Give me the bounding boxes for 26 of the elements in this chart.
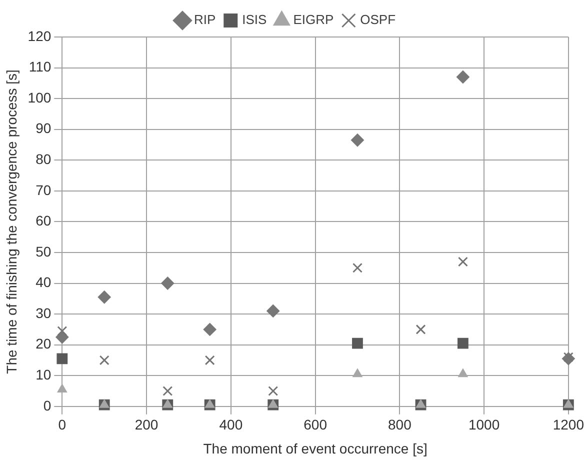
x-tick-label: 0 — [58, 416, 66, 433]
legend-label: RIP — [194, 12, 216, 28]
legend-label: ISIS — [242, 12, 268, 28]
x-axis-title: The moment of event occurrence [s] — [203, 440, 428, 456]
x-tick-label: 400 — [219, 416, 243, 433]
x-tick-label: 800 — [388, 416, 412, 433]
y-tick-label: 40 — [36, 274, 52, 290]
y-tick-label: 120 — [28, 28, 52, 44]
y-tick-label: 80 — [36, 150, 52, 167]
x-tick-label: 1200 — [552, 416, 584, 433]
y-tick-label: 30 — [36, 304, 52, 321]
y-tick-label: 0 — [43, 397, 52, 414]
x-tick-label: 200 — [134, 416, 158, 433]
y-tick-label: 90 — [36, 120, 52, 136]
y-axis-title: The time of finishing the convergence process [s] — [3, 70, 20, 374]
y-tick-label: 10 — [36, 366, 52, 382]
y-tick-label: 50 — [36, 243, 52, 260]
x-tick-label: 600 — [304, 416, 328, 433]
y-tick-label: 60 — [36, 212, 52, 229]
y-tick-label: 70 — [36, 182, 52, 198]
y-tick-label: 100 — [28, 89, 52, 106]
legend-label: EIGRP — [293, 12, 334, 28]
y-tick-label: 20 — [36, 336, 52, 352]
x-tick-label: 1000 — [468, 416, 500, 433]
y-tick-label: 110 — [28, 58, 52, 75]
legend-label: OSPF — [360, 12, 396, 28]
